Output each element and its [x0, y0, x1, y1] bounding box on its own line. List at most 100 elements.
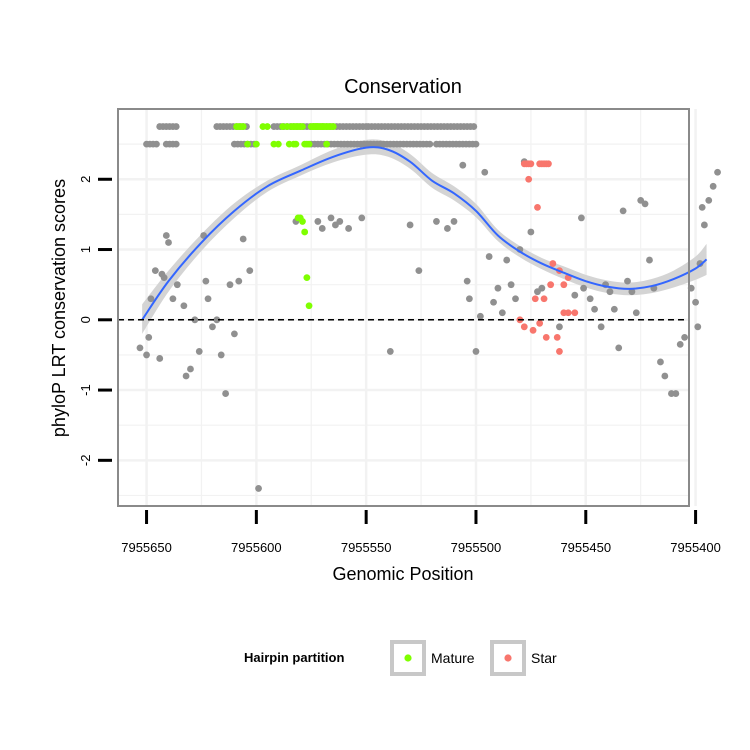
point-star: [536, 319, 544, 327]
point-mature: [305, 302, 313, 310]
point-other: [246, 267, 254, 275]
point-other: [657, 358, 664, 366]
point-other: [694, 323, 702, 331]
point-other: [187, 365, 194, 373]
x-tick-label: 7955550: [341, 540, 392, 555]
point-other: [498, 309, 506, 317]
point-star: [540, 295, 548, 303]
confidence-band: [142, 139, 707, 334]
point-other: [172, 140, 180, 148]
point-other: [255, 485, 262, 492]
y-tick-label: 0: [78, 316, 93, 323]
point-other: [624, 277, 631, 285]
point-other: [433, 218, 440, 225]
point-star: [520, 323, 528, 331]
chart-title: Conservation: [344, 76, 462, 98]
point-mature: [292, 140, 300, 148]
legend-label-mature: Mature: [431, 650, 475, 666]
point-star: [534, 203, 541, 211]
point-other: [700, 221, 708, 229]
point-other: [646, 256, 653, 264]
point-mature: [239, 123, 247, 130]
x-axis: 7955650 7955600 7955550 7955500 7955450 79554…: [121, 510, 721, 555]
point-other: [327, 214, 335, 222]
point-star: [553, 333, 561, 341]
point-other: [358, 214, 366, 222]
x-axis-title: Genomic Position: [332, 564, 473, 584]
point-star: [571, 309, 579, 317]
plot-panel: [118, 109, 689, 506]
point-other: [503, 256, 511, 264]
y-axis: 2 1 0 -1 -2: [78, 176, 112, 466]
point-other: [143, 351, 150, 359]
point-other: [204, 295, 212, 303]
legend-key-star: [504, 654, 512, 662]
point-mature: [301, 228, 309, 236]
point-other: [415, 267, 423, 275]
point-other: [490, 298, 497, 306]
point-other: [226, 281, 234, 289]
point-mature: [252, 140, 260, 148]
point-other: [147, 295, 155, 303]
point-other: [239, 235, 247, 243]
point-other: [386, 348, 394, 355]
point-other: [222, 390, 230, 397]
panel-border-layer: [117, 108, 690, 507]
y-axis-title: phyloP LRT conservation scores: [49, 179, 69, 437]
point-other: [182, 372, 190, 380]
x-tick-label: 7955450: [560, 540, 611, 555]
point-other: [209, 323, 216, 331]
point-mature: [299, 218, 306, 225]
point-other: [538, 284, 546, 292]
x-tick-label: 7955400: [670, 540, 721, 555]
point-other: [472, 140, 480, 148]
point-other: [336, 218, 344, 225]
y-tick-label: 2: [78, 176, 93, 183]
confidence-band-area: [142, 139, 707, 334]
point-other: [641, 200, 649, 208]
smooth-line-layer: [141, 146, 708, 321]
point-other: [213, 316, 221, 324]
y-tick-label: -1: [78, 384, 93, 396]
point-other: [169, 295, 177, 303]
point-other: [676, 340, 684, 348]
point-other: [481, 168, 489, 176]
point-other: [160, 274, 168, 282]
point-star: [547, 281, 555, 289]
point-other: [591, 305, 598, 313]
x-tick-label: 7955600: [231, 540, 282, 555]
panel-background: [118, 109, 689, 506]
point-mature: [305, 140, 313, 148]
point-other: [235, 277, 243, 285]
legend-label-star: Star: [531, 650, 557, 666]
point-mature: [323, 140, 331, 148]
point-other: [485, 253, 493, 260]
point-other: [672, 390, 680, 397]
point-other: [571, 291, 579, 299]
point-other: [632, 309, 640, 317]
point-other: [136, 344, 144, 352]
point-other: [145, 333, 153, 341]
point-star: [529, 326, 537, 334]
point-other: [696, 260, 704, 267]
point-other: [556, 323, 563, 331]
point-other: [476, 312, 484, 320]
point-other: [450, 218, 458, 225]
point-other: [619, 207, 627, 215]
point-other: [628, 288, 636, 296]
x-tick-label: 7955650: [121, 540, 172, 555]
point-star: [542, 333, 550, 341]
point-other: [202, 277, 210, 285]
point-other: [661, 372, 669, 380]
y-tick-label: -2: [78, 455, 93, 467]
legend-key-mature: [404, 654, 412, 662]
point-other: [709, 182, 717, 190]
point-other: [426, 140, 434, 148]
point-other: [577, 214, 585, 222]
point-other: [195, 348, 203, 355]
point-other: [165, 239, 172, 246]
point-other: [507, 281, 515, 289]
point-other: [494, 284, 502, 292]
point-other: [162, 232, 170, 239]
